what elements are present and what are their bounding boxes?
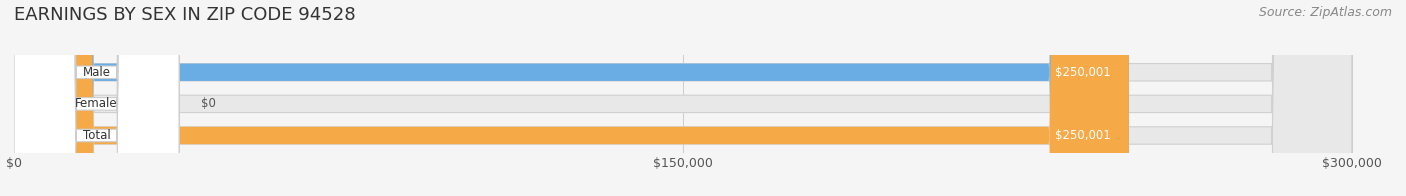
FancyBboxPatch shape bbox=[14, 0, 179, 196]
FancyBboxPatch shape bbox=[14, 0, 179, 196]
Text: Male: Male bbox=[83, 66, 111, 79]
Text: $250,001: $250,001 bbox=[1056, 66, 1111, 79]
FancyBboxPatch shape bbox=[14, 0, 1351, 196]
Text: Total: Total bbox=[83, 129, 111, 142]
Text: $250,001: $250,001 bbox=[1056, 129, 1111, 142]
FancyBboxPatch shape bbox=[14, 0, 1129, 196]
FancyBboxPatch shape bbox=[14, 0, 1351, 196]
FancyBboxPatch shape bbox=[14, 0, 179, 196]
Text: EARNINGS BY SEX IN ZIP CODE 94528: EARNINGS BY SEX IN ZIP CODE 94528 bbox=[14, 6, 356, 24]
Text: $0: $0 bbox=[201, 97, 217, 110]
FancyBboxPatch shape bbox=[14, 0, 1129, 196]
Text: Source: ZipAtlas.com: Source: ZipAtlas.com bbox=[1258, 6, 1392, 19]
Text: Female: Female bbox=[76, 97, 118, 110]
FancyBboxPatch shape bbox=[14, 0, 1351, 196]
